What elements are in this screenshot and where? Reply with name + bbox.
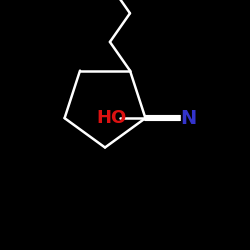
Text: HO: HO	[96, 109, 127, 127]
Text: N: N	[180, 109, 196, 128]
